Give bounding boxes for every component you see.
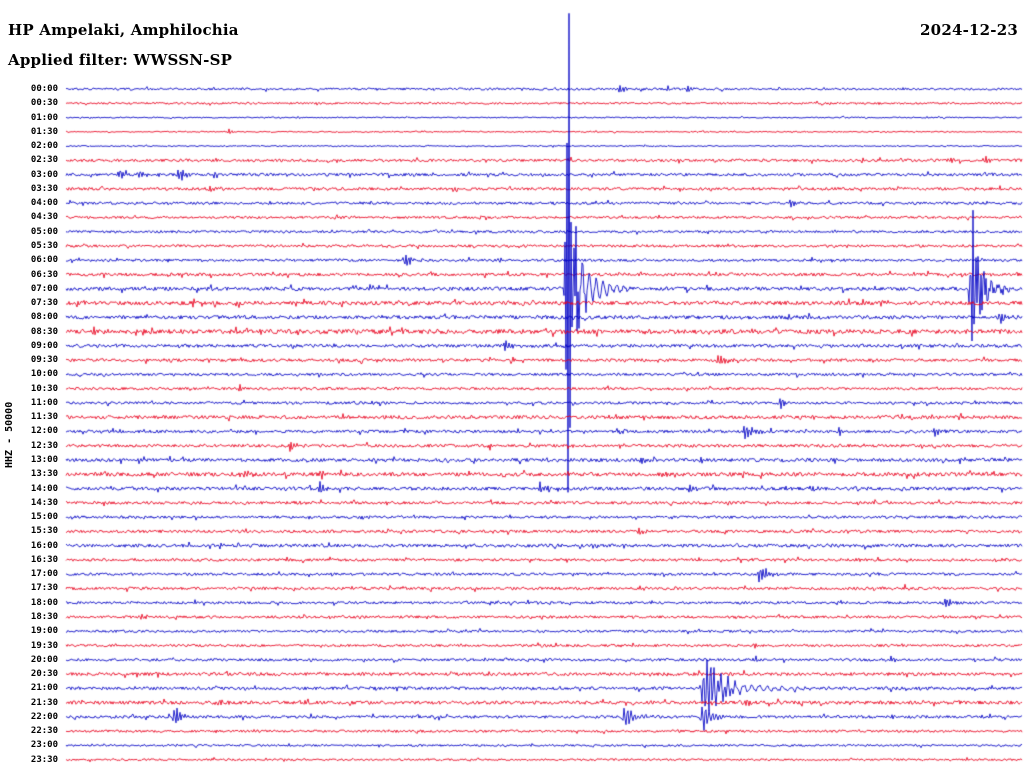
time-label: 07:30 — [30, 298, 58, 309]
time-label: 19:00 — [30, 626, 58, 637]
time-label: 03:00 — [30, 169, 58, 180]
time-label: 22:00 — [30, 711, 58, 722]
time-label: 03:30 — [30, 183, 58, 194]
time-label: 17:30 — [30, 583, 58, 594]
time-label: 14:30 — [30, 497, 58, 508]
time-label: 06:30 — [30, 269, 58, 280]
time-label: 21:00 — [30, 683, 58, 694]
time-label: 20:30 — [30, 669, 58, 680]
time-label: 09:30 — [30, 355, 58, 366]
time-label: 08:30 — [30, 326, 58, 337]
filter-label: Applied filter: WWSSN-SP — [8, 51, 233, 69]
time-label: 17:00 — [30, 569, 58, 580]
time-label: 00:00 — [30, 84, 58, 94]
time-label: 19:30 — [30, 640, 58, 651]
time-label: 00:30 — [30, 98, 58, 109]
time-label: 02:00 — [30, 141, 58, 152]
time-label: 16:30 — [30, 554, 58, 565]
time-label: 09:00 — [30, 340, 58, 351]
time-label: 18:30 — [30, 611, 58, 622]
time-label: 10:30 — [30, 383, 58, 394]
time-label: 23:30 — [30, 754, 58, 765]
time-label: 13:30 — [30, 469, 58, 480]
time-label: 04:00 — [30, 198, 58, 209]
time-label: 22:30 — [30, 726, 58, 737]
time-label: 21:30 — [30, 697, 58, 708]
time-label: 02:30 — [30, 155, 58, 166]
time-label: 20:00 — [30, 654, 58, 665]
station-title: HP Ampelaki, Amphilochia — [8, 21, 239, 39]
time-label: 05:00 — [30, 226, 58, 237]
date-label: 2024-12-23 — [920, 21, 1018, 39]
time-label: 07:00 — [30, 283, 58, 294]
time-label: 10:00 — [30, 369, 58, 380]
time-label: 16:00 — [30, 540, 58, 551]
time-label: 12:30 — [30, 440, 58, 451]
time-label: 15:00 — [30, 512, 58, 523]
time-label: 18:00 — [30, 597, 58, 608]
time-label: 11:30 — [30, 412, 58, 423]
time-label: 13:00 — [30, 455, 58, 466]
time-label: 12:00 — [30, 426, 58, 437]
time-label: 04:30 — [30, 212, 58, 223]
time-label: 08:00 — [30, 312, 58, 323]
time-label: 15:30 — [30, 526, 58, 537]
time-label: 05:30 — [30, 240, 58, 251]
time-label: 11:00 — [30, 397, 58, 408]
time-label: 14:00 — [30, 483, 58, 494]
time-labels: 00:00 00:30 01:00 01:30 02:00 02:30 03:00 03:30… — [0, 0, 62, 780]
time-label: 23:00 — [30, 740, 58, 751]
time-label: 01:00 — [30, 112, 58, 123]
time-label: 06:00 — [30, 255, 58, 266]
time-label: 01:30 — [30, 126, 58, 137]
